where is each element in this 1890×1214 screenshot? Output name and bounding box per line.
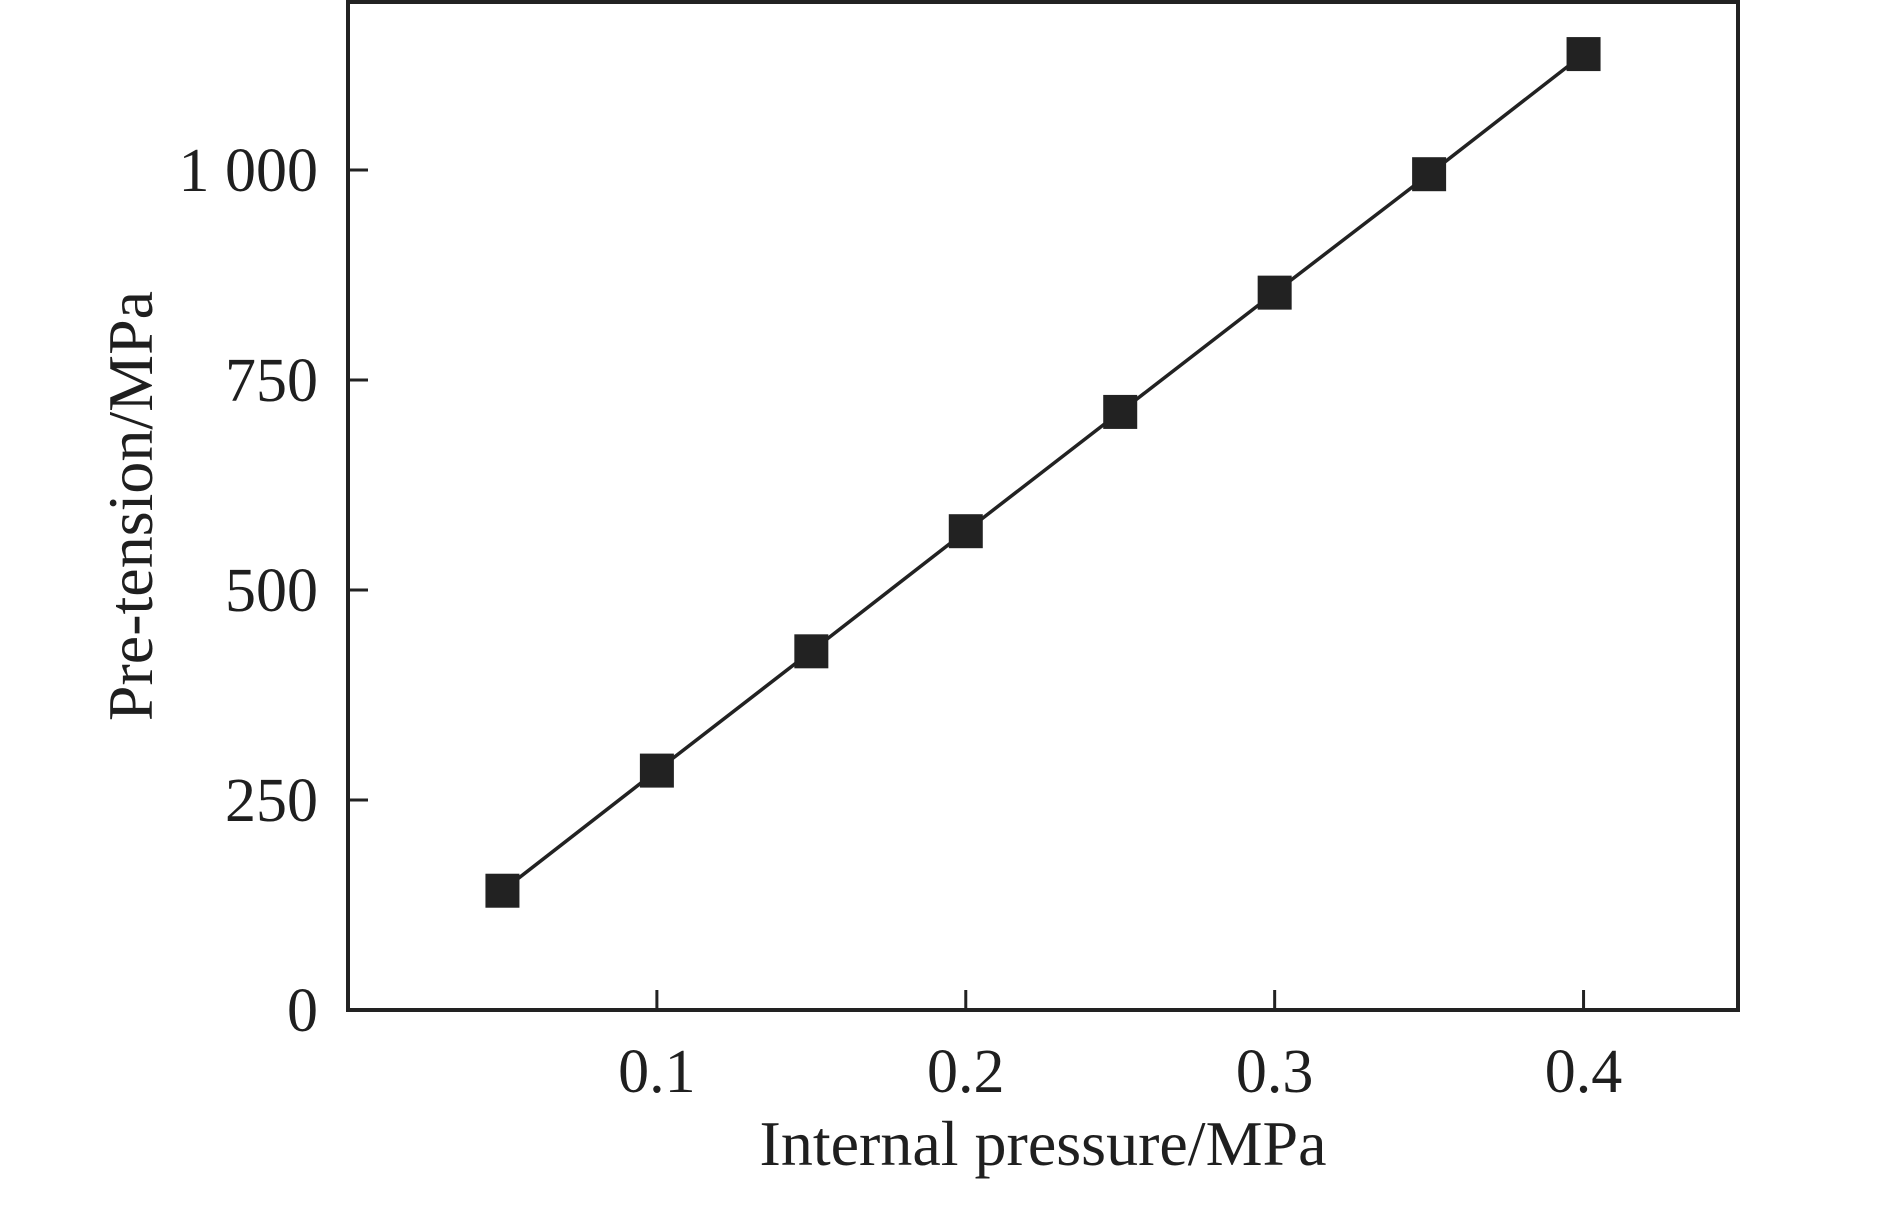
y-tick-label: 250 [225, 767, 318, 835]
data-point [1103, 394, 1138, 429]
y-axis-tick-labels: 0 250 500 750 1 000 [179, 137, 319, 1045]
y-tick-label: 500 [225, 557, 318, 625]
x-tick-label: 0.3 [1236, 1038, 1314, 1106]
x-axis-tick-labels: 0.1 0.2 0.3 0.4 [618, 1038, 1622, 1106]
x-tick-label: 0.4 [1545, 1038, 1623, 1106]
data-point [639, 753, 674, 788]
data-point [1412, 157, 1447, 192]
x-axis-ticks [655, 990, 1586, 1010]
y-tick-label: 1 000 [179, 137, 319, 205]
data-point [948, 514, 983, 549]
y-axis-title: Pre-tension/MPa [95, 291, 166, 721]
x-tick-label: 0.1 [618, 1038, 696, 1106]
data-point [794, 634, 829, 669]
x-axis-title: Internal pressure/MPa [760, 1108, 1327, 1179]
series-line [501, 52, 1585, 893]
data-point [485, 873, 520, 908]
series-layer [485, 37, 1601, 908]
y-tick-label: 0 [287, 977, 318, 1045]
plot-frame [346, 0, 1740, 1012]
data-point [1566, 37, 1601, 72]
x-tick-label: 0.2 [927, 1038, 1005, 1106]
data-point [1257, 275, 1292, 310]
y-axis-ticks [348, 168, 368, 1012]
y-tick-label: 750 [225, 347, 318, 415]
